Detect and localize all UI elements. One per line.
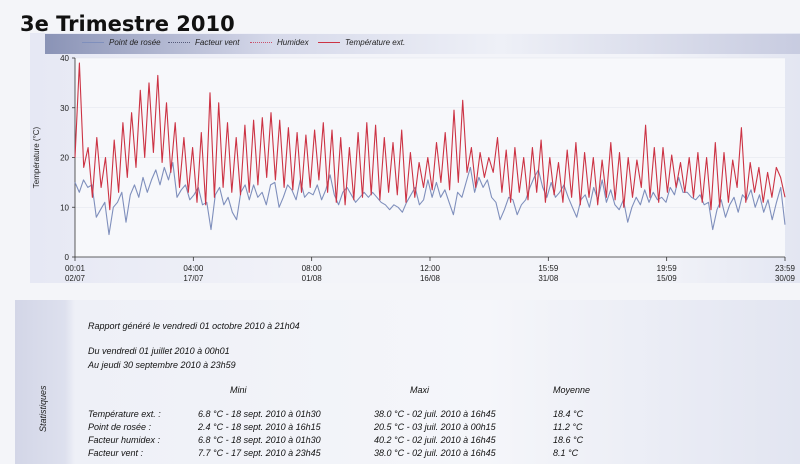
y-axis-label: Température (°C) — [32, 126, 41, 188]
legend-item-temperature: Température ext. — [318, 38, 405, 47]
legend-label-dew-point: Point de rosée — [109, 38, 161, 47]
stats-row-label: Facteur humidex : — [88, 435, 161, 445]
report-period-to: Au jeudi 30 septembre 2010 à 23h59 — [88, 360, 236, 370]
legend-swatch-wind-factor — [168, 42, 190, 43]
stats-row-maxi: 38.0 °C - 02 juil. 2010 à 16h45 — [374, 409, 496, 419]
legend-label-humidex: Humidex — [277, 38, 309, 47]
y-tick-label: 10 — [60, 203, 69, 212]
stats-row-mini: 7.7 °C - 17 sept. 2010 à 23h45 — [198, 448, 321, 458]
stats-row-maxi: 20.5 °C - 03 juil. 2010 à 00h15 — [374, 422, 496, 432]
x-tick-label-date: 01/08 — [302, 274, 323, 283]
stats-row-mini: 6.8 °C - 18 sept. 2010 à 01h30 — [198, 435, 321, 445]
report-generated: Rapport généré le vendredi 01 octobre 20… — [88, 321, 300, 331]
x-tick-label-date: 15/09 — [657, 274, 678, 283]
stats-row-label: Point de rosée : — [88, 422, 152, 432]
x-tick-label-date: 02/07 — [65, 274, 86, 283]
x-tick-label-time: 08:00 — [302, 264, 323, 273]
statistics-panel — [15, 300, 800, 464]
x-tick-label-date: 16/08 — [420, 274, 441, 283]
report-period-from: Du vendredi 01 juillet 2010 à 00h01 — [88, 346, 230, 356]
legend-item-wind-factor: Facteur vent — [168, 38, 239, 47]
legend-item-humidex: Humidex — [250, 38, 309, 47]
x-tick-label-time: 04:00 — [183, 264, 204, 273]
x-tick-label-time: 15:59 — [538, 264, 559, 273]
x-tick-label-time: 12:00 — [420, 264, 441, 273]
y-tick-label: 20 — [60, 154, 69, 163]
x-tick-label-time: 19:59 — [657, 264, 678, 273]
legend-swatch-dew-point — [82, 42, 104, 43]
x-tick-label-date: 17/07 — [183, 274, 204, 283]
stats-row-mini: 6.8 °C - 18 sept. 2010 à 01h30 — [198, 409, 321, 419]
page-title: 3e Trimestre 2010 — [20, 12, 235, 36]
stats-header-maxi: Maxi — [410, 385, 430, 395]
series-line-temperature — [74, 62, 786, 211]
legend-swatch-temperature — [318, 42, 340, 43]
series-line-dew-point — [74, 161, 786, 236]
legend-swatch-humidex — [250, 42, 272, 43]
legend-item-dew-point: Point de rosée — [82, 38, 161, 47]
stats-row-label: Température ext. : — [88, 409, 161, 419]
legend-label-wind-factor: Facteur vent — [195, 38, 240, 47]
chart-legend: Point de rosée Facteur vent Humidex Temp… — [45, 34, 800, 54]
stats-row-moyenne: 8.1 °C — [553, 448, 579, 458]
legend-label-temperature: Température ext. — [345, 38, 406, 47]
statistics-side-label: Statistiques — [38, 385, 48, 432]
x-tick-label-time: 23:59 — [775, 264, 796, 273]
y-tick-label: 0 — [65, 253, 70, 262]
stats-header-mini: Mini — [230, 385, 247, 395]
stats-row-moyenne: 18.6 °C — [553, 435, 584, 445]
stats-row-moyenne: 11.2 °C — [553, 422, 583, 432]
stats-header-moyenne: Moyenne — [553, 385, 591, 395]
x-tick-label-time: 00:01 — [65, 264, 86, 273]
stats-row-maxi: 38.0 °C - 02 juil. 2010 à 16h45 — [374, 448, 496, 458]
stats-row-label: Facteur vent : — [88, 448, 144, 458]
y-tick-label: 40 — [60, 54, 69, 63]
stats-row-maxi: 40.2 °C - 02 juil. 2010 à 16h45 — [374, 435, 496, 445]
x-tick-label-date: 30/09 — [775, 274, 796, 283]
y-tick-label: 30 — [60, 104, 69, 113]
stats-row-mini: 2.4 °C - 18 sept. 2010 à 16h15 — [198, 422, 321, 432]
x-tick-label-date: 31/08 — [538, 274, 559, 283]
stats-row-moyenne: 18.4 °C — [553, 409, 584, 419]
